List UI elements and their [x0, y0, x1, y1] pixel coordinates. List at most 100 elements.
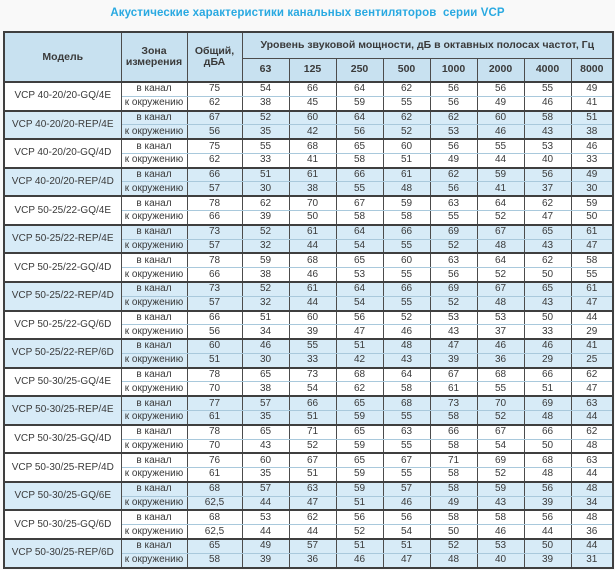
freq-value-cell: 55	[382, 295, 431, 312]
freq-value-cell: 56	[523, 480, 572, 497]
freq-value-cell: 63	[382, 423, 431, 440]
freq-value-cell: 50	[523, 267, 572, 283]
header-freq-250: 250	[335, 57, 384, 83]
freq-value-cell: 58	[429, 509, 478, 526]
header-freq-63: 63	[241, 57, 290, 83]
freq-value-cell: 55	[429, 210, 478, 226]
freq-value-cell: 57	[241, 395, 290, 411]
table-row: VCP 40-20/20-REP/4E в канал 67 52 60 64 62 62 60…	[3, 109, 614, 140]
freq-value-cell: 63	[570, 452, 614, 469]
freq-value-cell: 31	[570, 552, 614, 569]
zone-cell: к окружению	[120, 524, 188, 540]
zone-cell: к окружению	[120, 295, 188, 312]
freq-value-cell: 43	[241, 438, 290, 454]
freq-value-cell: 64	[476, 252, 525, 269]
freq-value-cell: 65	[335, 395, 384, 411]
model-name-cell: VCP 40-20/20-GQ/4E	[3, 81, 122, 112]
freq-value-cell: 64	[335, 80, 384, 97]
freq-value-cell: 58	[523, 109, 572, 126]
freq-value-cell: 46	[335, 552, 384, 569]
freq-value-cell: 42	[288, 124, 337, 140]
freq-value-cell: 52	[382, 124, 431, 140]
freq-value-cell: 41	[476, 181, 525, 197]
header-freq-8000: 8000	[570, 57, 614, 83]
total-dba-cell: 66	[186, 267, 243, 283]
freq-value-cell: 51	[382, 152, 431, 169]
freq-value-cell: 52	[429, 537, 478, 554]
freq-value-cell: 44	[476, 152, 525, 169]
zone-cell: в канал	[120, 166, 188, 183]
freq-value-cell: 35	[241, 409, 290, 426]
zone-cell: к окружению	[120, 181, 188, 197]
freq-value-cell: 58	[476, 509, 525, 526]
freq-value-cell: 54	[335, 295, 384, 312]
freq-value-cell: 62	[241, 195, 290, 212]
freq-value-cell: 58	[570, 252, 614, 269]
freq-value-cell: 61	[570, 280, 614, 297]
freq-value-cell: 56	[335, 124, 384, 140]
freq-value-cell: 46	[382, 324, 431, 340]
freq-value-cell: 52	[241, 223, 290, 240]
freq-value-cell: 58	[429, 480, 478, 497]
freq-value-cell: 36	[476, 352, 525, 369]
freq-value-cell: 59	[335, 409, 384, 426]
header-total: Общий, дБА	[186, 31, 243, 83]
freq-value-cell: 47	[335, 324, 384, 340]
total-dba-cell: 51	[186, 352, 243, 369]
freq-value-cell: 51	[288, 467, 337, 483]
table-header: Модель Зона измерения Общий, дБА Уровень…	[3, 31, 614, 83]
freq-value-cell: 68	[335, 366, 384, 383]
freq-value-cell: 54	[335, 238, 384, 254]
freq-value-cell: 55	[476, 381, 525, 397]
header-freq-125: 125	[288, 57, 337, 83]
freq-value-cell: 33	[523, 324, 572, 340]
model-name-cell: VCP 50-25/22-REP/4D	[3, 280, 122, 311]
freq-value-cell: 46	[476, 338, 525, 354]
freq-value-cell: 71	[288, 423, 337, 440]
freq-value-cell: 53	[335, 267, 384, 283]
total-dba-cell: 65	[186, 537, 243, 554]
freq-value-cell: 66	[523, 423, 572, 440]
freq-value-cell: 64	[382, 366, 431, 383]
table-row: к окружению 61 35 51 59 55 58 52 48 44	[4, 409, 614, 426]
freq-value-cell: 50	[523, 537, 572, 554]
total-dba-cell: 70	[186, 438, 243, 454]
zone-cell: к окружению	[120, 267, 188, 283]
freq-value-cell: 59	[335, 480, 384, 497]
freq-value-cell: 69	[476, 452, 525, 469]
freq-value-cell: 55	[382, 267, 431, 283]
freq-value-cell: 56	[429, 138, 478, 154]
table-row: к окружению 58 39 36 46 47 48 40 39 31	[4, 552, 614, 569]
freq-value-cell: 59	[476, 480, 525, 497]
model-name-cell: VCP 50-25/22-GQ/6D	[3, 309, 122, 340]
freq-value-cell: 64	[335, 280, 384, 297]
model-name-cell: VCP 50-30/25-REP/6D	[3, 538, 122, 569]
freq-value-cell: 67	[382, 452, 431, 469]
zone-cell: в канал	[120, 223, 188, 240]
model-name-cell: VCP 40-20/20-REP/4D	[3, 166, 122, 197]
zone-cell: к окружению	[120, 95, 188, 112]
freq-value-cell: 68	[288, 252, 337, 269]
total-dba-cell: 75	[186, 80, 243, 97]
acoustic-table: Модель Зона измерения Общий, дБА Уровень…	[3, 31, 615, 569]
total-dba-cell: 70	[186, 381, 243, 397]
freq-value-cell: 48	[382, 338, 431, 354]
table-row: VCP 50-25/22-GQ/6D в канал 66 51 60 56 52 53 53 5…	[3, 309, 614, 340]
table-row: к окружению 57 32 44 54 55 52 48 43 47	[4, 238, 614, 254]
freq-value-cell: 55	[335, 181, 384, 197]
freq-value-cell: 67	[335, 195, 384, 212]
freq-value-cell: 46	[476, 124, 525, 140]
freq-value-cell: 67	[429, 366, 478, 383]
model-name-cell: VCP 50-30/25-REP/4D	[3, 452, 122, 483]
freq-value-cell: 36	[288, 552, 337, 569]
freq-value-cell: 53	[476, 537, 525, 554]
total-dba-cell: 57	[186, 295, 243, 312]
freq-value-cell: 52	[429, 295, 478, 312]
freq-value-cell: 63	[429, 195, 478, 212]
total-dba-cell: 56	[186, 124, 243, 140]
freq-value-cell: 52	[429, 238, 478, 254]
zone-cell: в канал	[120, 480, 188, 497]
freq-value-cell: 61	[382, 166, 431, 183]
zone-cell: к окружению	[120, 438, 188, 454]
total-dba-cell: 62,5	[186, 495, 243, 511]
